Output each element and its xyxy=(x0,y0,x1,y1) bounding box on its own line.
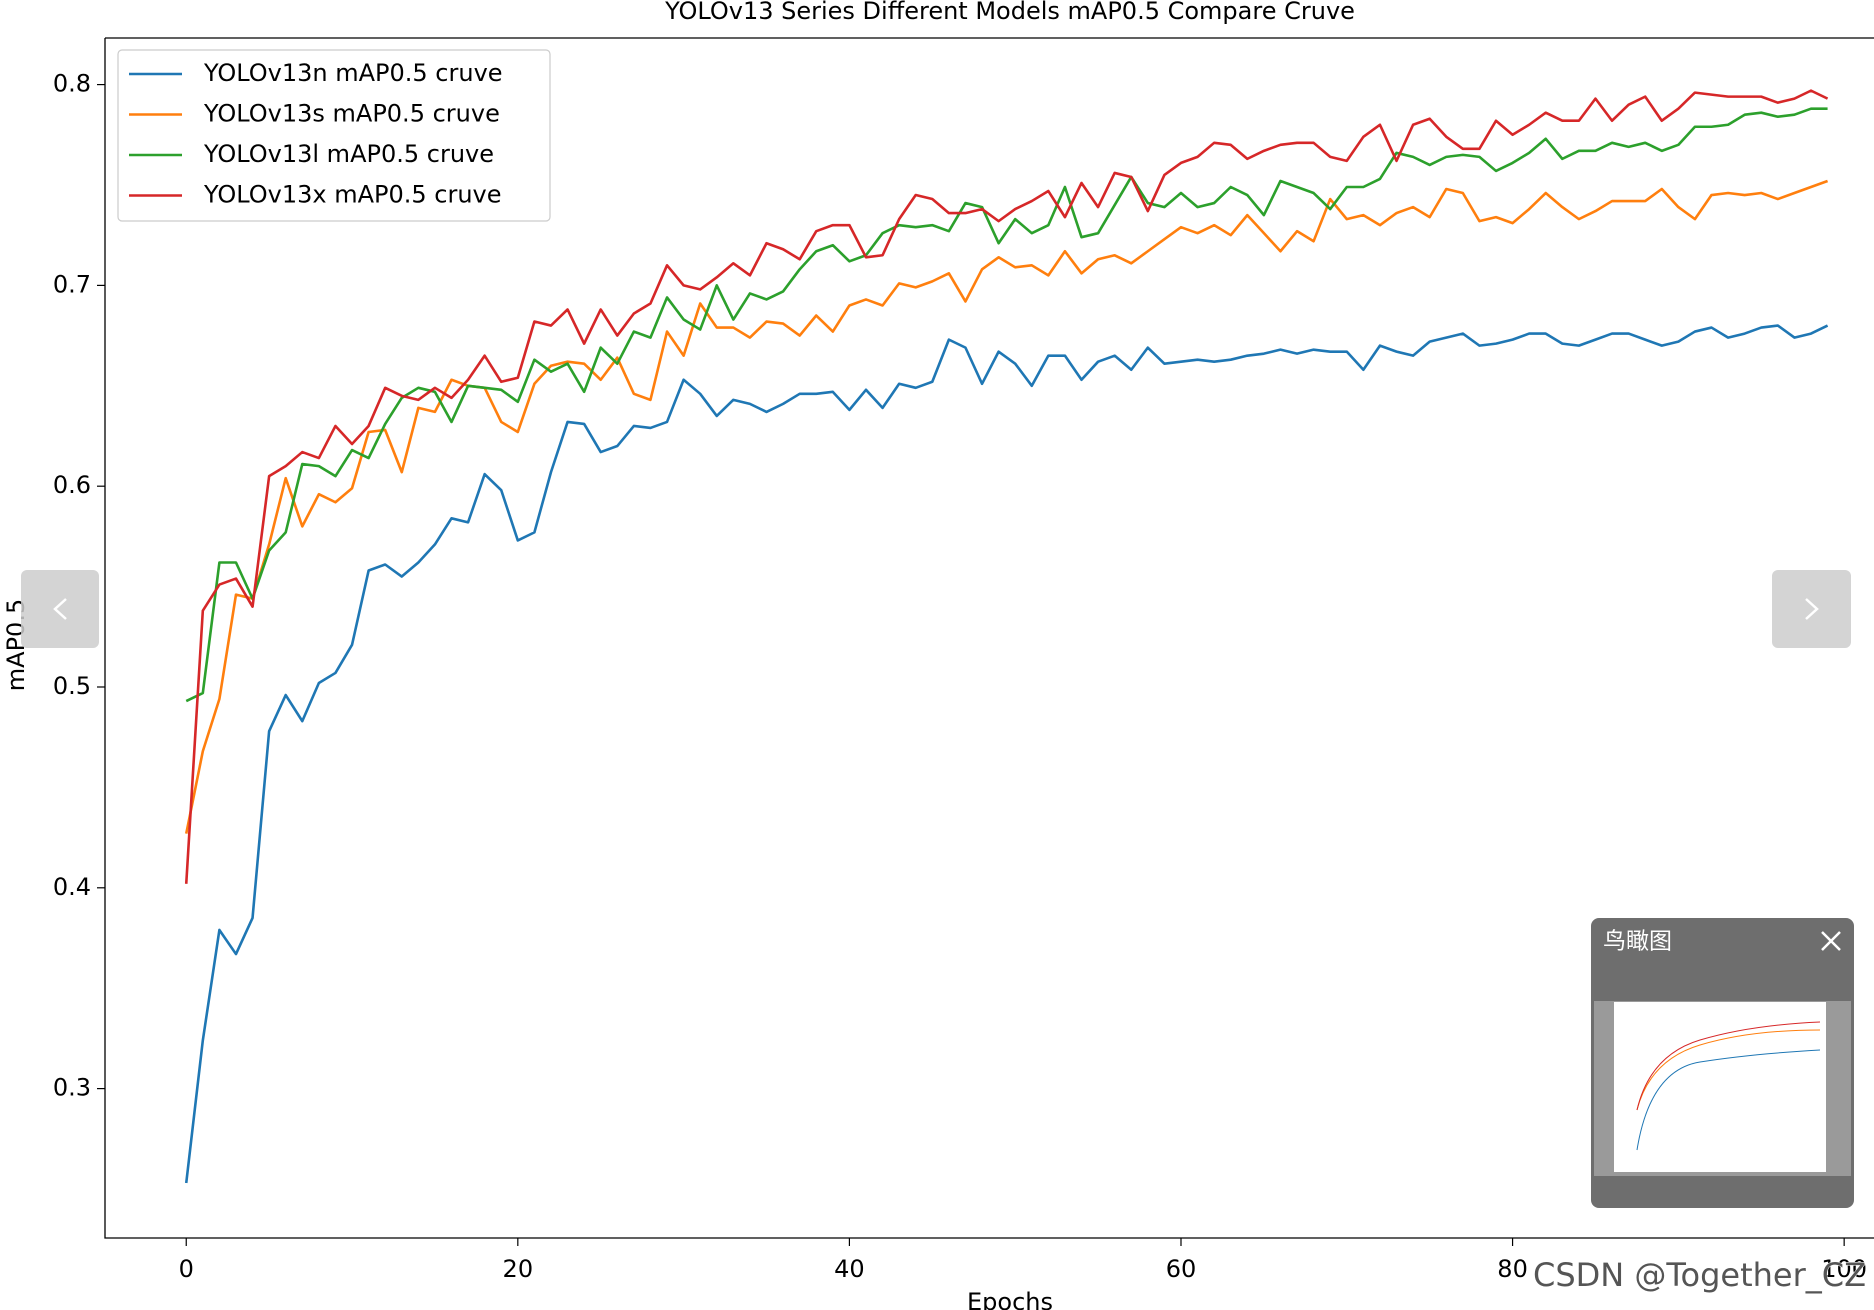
legend-label: YOLOv13x mAP0.5 cruve xyxy=(203,181,502,209)
plot-area: 0.3 0.4 0.5 0.6 0.7 0.8 0 20 40 60 80 100 YOLOv13n m… xyxy=(53,37,1874,1283)
legend-label: YOLOv13n mAP0.5 cruve xyxy=(203,59,503,87)
y-tick-label: 0.7 xyxy=(53,270,91,298)
y-tick-label: 0.5 xyxy=(53,672,91,700)
minimap-title: 鸟瞰图 xyxy=(1603,929,1672,955)
viewer-overlay: 鸟瞰图 CSDN @Together_CZ xyxy=(21,570,1867,1295)
chart-title: YOLOv13 Series Different Models mAP0.5 C… xyxy=(664,0,1355,25)
series-line xyxy=(184,89,1829,884)
legend-label: YOLOv13s mAP0.5 cruve xyxy=(203,100,500,128)
thumb-line xyxy=(1636,1029,1821,1111)
series-line xyxy=(185,107,1828,703)
thumb-line xyxy=(1636,1049,1821,1151)
x-tick-label: 20 xyxy=(503,1255,534,1283)
x-tick-label: 40 xyxy=(834,1255,865,1283)
next-icon xyxy=(1805,598,1819,620)
thumb-line xyxy=(1636,1021,1821,1111)
prev-icon xyxy=(53,598,67,620)
next-button[interactable] xyxy=(1772,570,1851,648)
series-line xyxy=(184,324,1829,1184)
x-axis-label: Epochs xyxy=(967,1288,1053,1310)
x-tick-label: 0 xyxy=(179,1255,194,1283)
watermark: CSDN @Together_CZ xyxy=(1533,1256,1866,1294)
series-line xyxy=(184,179,1829,834)
legend-box xyxy=(117,49,551,222)
legend-label: YOLOv13l mAP0.5 cruve xyxy=(203,140,494,168)
y-tick-label: 0.8 xyxy=(53,70,91,98)
x-tick-label: 60 xyxy=(1166,1255,1197,1283)
y-tick-label: 0.3 xyxy=(53,1074,91,1102)
legend: YOLOv13n mAP0.5 cruve YOLOv13s mAP0.5 cru… xyxy=(117,49,551,222)
axis-spine xyxy=(104,37,1874,1239)
y-tick-label: 0.6 xyxy=(53,471,91,499)
minimap-close[interactable] xyxy=(1821,931,1841,951)
y-tick-label: 0.4 xyxy=(53,873,91,901)
x-tick-label: 100 xyxy=(1821,1255,1867,1283)
prev-button[interactable] xyxy=(21,570,99,648)
x-tick-label: 80 xyxy=(1497,1255,1528,1283)
